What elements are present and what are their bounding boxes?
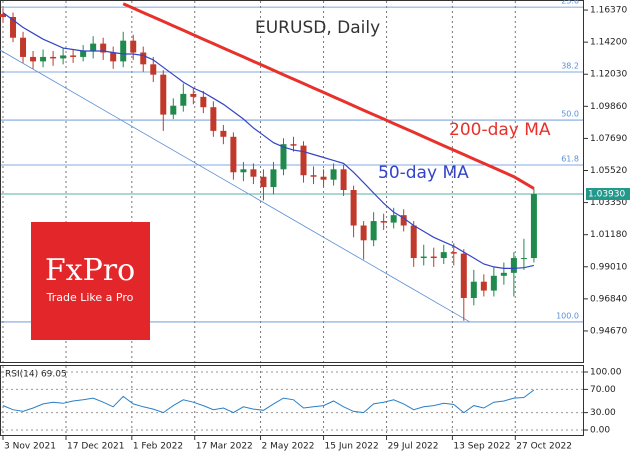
candle-body	[500, 272, 507, 276]
rsi-line	[2, 389, 535, 414]
candle-body	[200, 96, 207, 108]
ma-line	[122, 2, 535, 190]
y-tick-label: 1.05520	[590, 166, 627, 176]
level-label: 23.6	[561, 0, 579, 6]
candle-body	[280, 144, 287, 170]
level-label: 100.0	[556, 311, 579, 320]
ma-line	[2, 12, 535, 269]
x-tick-label: 17 Mar 2022	[196, 442, 253, 452]
candle-body	[520, 258, 527, 260]
candle-body	[450, 252, 457, 254]
candle-body	[160, 74, 167, 115]
x-tick-label: 27 Oct 2022	[516, 442, 572, 452]
candle-body	[410, 225, 417, 259]
candle-body	[340, 169, 347, 191]
candle-body	[380, 221, 387, 223]
y-tick-label: 0.96840	[590, 294, 627, 304]
candle-body	[400, 215, 407, 226]
rsi-panel	[0, 365, 584, 436]
candle-body	[300, 145, 307, 176]
y-tick-label: 0.99010	[590, 262, 627, 272]
candle-body	[250, 169, 257, 177]
candle-body	[470, 281, 477, 298]
candle-body	[440, 252, 447, 259]
level-label: 38.2	[561, 62, 579, 71]
x-tick-label: 15 Jun 2022	[325, 442, 379, 452]
logo-tagline: Trade Like a Pro	[46, 291, 134, 304]
y-tick-label: 1.03350	[590, 198, 627, 208]
candle-body	[230, 136, 237, 173]
rsi-title: RSI(14) 69.05	[5, 370, 67, 380]
candle-body	[100, 43, 107, 53]
y-tick-label: 0.94670	[590, 326, 627, 336]
candle-body	[90, 43, 97, 52]
candle-body	[370, 221, 377, 241]
y-tick-label: 1.01180	[590, 230, 627, 240]
candle-body	[360, 225, 367, 241]
x-tick-label: 3 Nov 2021	[4, 442, 56, 452]
y-tick-label: 1.09860	[590, 102, 627, 112]
candle-body	[350, 190, 357, 226]
y-tick-label: 1.16370	[590, 6, 627, 16]
candle-body	[180, 93, 187, 106]
candle-body	[10, 17, 17, 38]
candle-body	[80, 51, 87, 57]
candle-body	[190, 93, 197, 97]
ma50-label: 50-day MA	[378, 163, 469, 183]
candle-body	[390, 215, 397, 223]
candle-body	[220, 130, 227, 137]
candle-body	[490, 275, 497, 291]
candle-body	[70, 55, 77, 57]
x-tick-label: 1 Feb 2022	[133, 442, 183, 452]
y-tick-label: 30.00	[590, 408, 616, 418]
candle-body	[110, 52, 117, 62]
candle-body	[460, 253, 467, 298]
level-label: 50.0	[561, 110, 579, 119]
candle-body	[30, 56, 37, 62]
chart-title: EURUSD, Daily	[255, 18, 380, 38]
candle-body	[170, 105, 177, 115]
last-price-label: 1.03930	[588, 190, 625, 200]
trendline	[0, 49, 471, 323]
candle-body	[0, 14, 7, 18]
candle-body	[210, 107, 217, 131]
candle-body	[120, 40, 127, 62]
x-tick-label: 13 Sep 2022	[453, 442, 510, 452]
candle-body	[140, 52, 147, 65]
logo-box	[31, 222, 150, 340]
ma200-label: 200-day MA	[449, 120, 551, 140]
candle-body	[50, 56, 57, 59]
x-tick-label: 17 Dec 2021	[67, 442, 125, 452]
candle-body	[330, 169, 337, 180]
logo-name: FxPro	[45, 253, 135, 288]
candle-body	[320, 176, 327, 180]
candle-body	[290, 144, 297, 146]
candle-body	[40, 56, 47, 62]
candle-body	[310, 175, 317, 177]
candle-body	[260, 176, 267, 188]
candle-body	[510, 258, 517, 273]
candle-body	[530, 194, 537, 259]
y-tick-label: 70.00	[590, 385, 616, 395]
candle-body	[130, 40, 137, 53]
last-price-box	[586, 188, 630, 201]
candle-body	[240, 169, 247, 173]
candle-body	[480, 281, 487, 291]
y-tick-label: 1.14200	[590, 38, 627, 48]
y-tick-label: 1.07690	[590, 134, 627, 144]
x-tick-label: 2 May 2022	[262, 442, 315, 452]
candle-body	[60, 55, 67, 59]
candle-body	[150, 64, 157, 75]
x-tick-label: 29 Jul 2022	[388, 442, 439, 452]
y-tick-label: 100.00	[590, 368, 622, 378]
candle-body	[20, 37, 27, 57]
candle-body	[420, 256, 427, 259]
logo: FxPro Trade Like a Pro	[31, 222, 150, 340]
y-tick-label: 0.00	[590, 426, 610, 436]
candle-body	[430, 256, 437, 259]
candle-body	[270, 169, 277, 188]
level-label: 61.8	[561, 155, 579, 164]
y-tick-label: 1.12030	[590, 70, 627, 80]
